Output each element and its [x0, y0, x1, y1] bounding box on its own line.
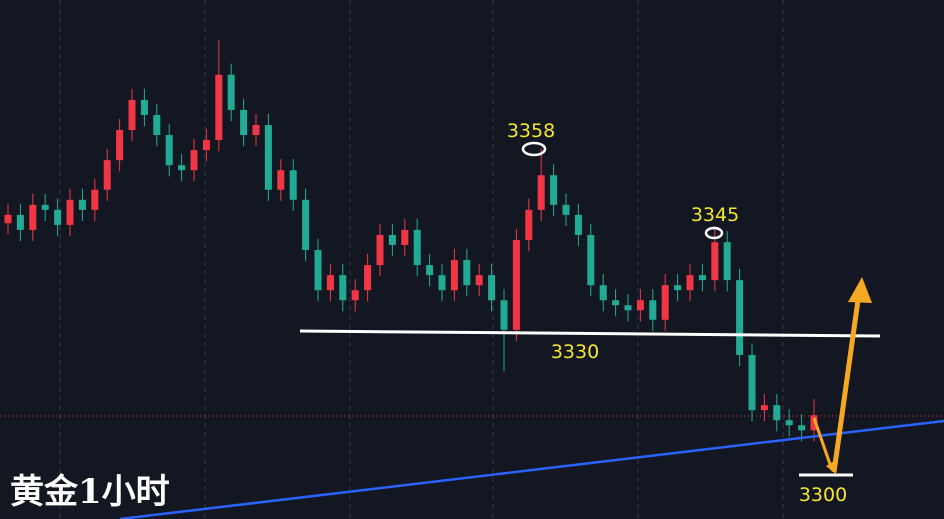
candle-body: [314, 250, 322, 291]
high-marker: [704, 226, 724, 240]
candle-body: [326, 275, 334, 291]
candle-body: [587, 234, 595, 286]
candle-body: [54, 209, 62, 225]
candle-body: [599, 285, 607, 301]
annotation-label: 3345: [691, 204, 739, 226]
candle-body: [388, 234, 396, 245]
candle-body: [140, 99, 148, 115]
candle-body: [351, 290, 359, 301]
candle-body: [698, 275, 706, 281]
candle-body: [723, 242, 731, 281]
annotation-label: 3358: [507, 120, 555, 142]
candle-body: [649, 300, 657, 320]
candle-body: [711, 242, 719, 281]
candle-body: [636, 300, 644, 311]
candle-body: [289, 170, 297, 200]
candle-body: [4, 214, 12, 224]
candle-body: [537, 175, 545, 210]
candle-body: [463, 260, 471, 286]
candle-body: [29, 204, 37, 230]
candle-body: [773, 405, 781, 421]
candle-body: [760, 405, 768, 411]
candle-body: [550, 175, 558, 205]
candle-body: [202, 140, 210, 151]
candle-body: [41, 204, 49, 210]
candle-body: [574, 214, 582, 235]
candle-body: [376, 234, 384, 266]
candle-body: [364, 265, 372, 291]
candle-body: [413, 229, 421, 266]
candle-body: [116, 130, 124, 161]
candle-body: [624, 305, 632, 311]
candle-body: [810, 415, 818, 431]
candle-body: [488, 275, 496, 301]
candle-body: [165, 135, 173, 166]
candle-body: [190, 150, 198, 171]
candle-body: [215, 74, 223, 141]
candle-body: [103, 160, 111, 190]
candles: [4, 40, 818, 442]
annotation-label: 3330: [551, 341, 599, 363]
candle-body: [401, 229, 409, 245]
candle-body: [748, 354, 756, 411]
candle-body: [500, 300, 508, 330]
candle-body: [252, 125, 260, 136]
candle-body: [227, 74, 235, 110]
candle-body: [66, 199, 74, 225]
candle-body: [785, 420, 793, 426]
time-grid: [59, 0, 784, 519]
candle-body: [178, 165, 186, 171]
trend-line: [119, 419, 944, 519]
candle-body: [450, 260, 458, 291]
candle-body: [612, 300, 620, 306]
annotation-label: 3300: [799, 484, 847, 506]
candle-body: [128, 99, 136, 131]
candle-body: [661, 285, 669, 320]
high-marker: [521, 141, 547, 157]
candle-body: [16, 214, 24, 230]
support-line: [299, 329, 881, 338]
candle-body: [674, 285, 682, 291]
candle-body: [736, 280, 744, 355]
candle-body: [153, 114, 161, 136]
candle-body: [438, 275, 446, 291]
candle-body: [512, 239, 520, 330]
candle-body: [686, 275, 694, 291]
candle-body: [475, 275, 483, 286]
candle-body: [302, 199, 310, 251]
candle-body: [426, 265, 434, 276]
candle-body: [91, 189, 99, 210]
candle-body: [264, 125, 272, 190]
forecast-arrow: [812, 277, 872, 474]
chart-title: 黄金1小时: [10, 472, 170, 512]
candle-body: [525, 209, 533, 240]
candle-body: [339, 275, 347, 301]
candle-body: [562, 204, 570, 215]
candle-body: [78, 199, 86, 210]
candle-body: [798, 425, 806, 431]
candle-body: [277, 170, 285, 190]
candle-body: [240, 109, 248, 136]
